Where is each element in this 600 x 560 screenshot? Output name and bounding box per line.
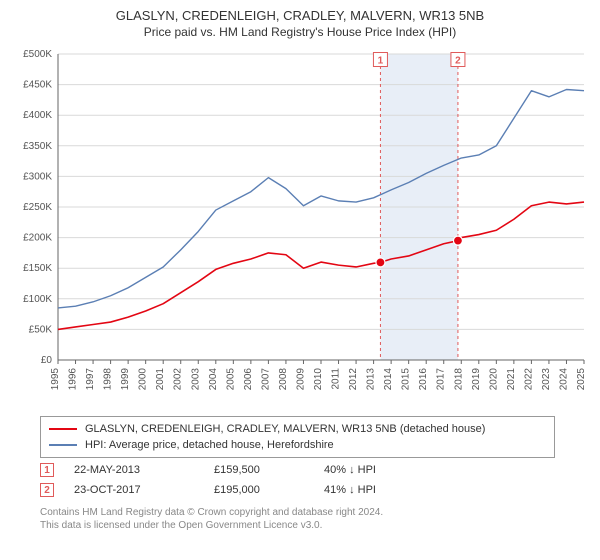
svg-text:1: 1	[378, 56, 384, 67]
footer-line-1: Contains HM Land Registry data © Crown c…	[40, 506, 560, 519]
svg-text:2011: 2011	[331, 368, 342, 390]
svg-text:£150K: £150K	[23, 263, 52, 274]
svg-text:£350K: £350K	[23, 141, 52, 152]
title-block: GLASLYN, CREDENLEIGH, CRADLEY, MALVERN, …	[0, 0, 600, 39]
legend: GLASLYN, CREDENLEIGH, CRADLEY, MALVERN, …	[40, 416, 555, 458]
svg-text:2012: 2012	[348, 368, 359, 391]
legend-label: HPI: Average price, detached house, Here…	[85, 439, 334, 451]
svg-text:1997: 1997	[85, 368, 96, 391]
svg-text:2018: 2018	[453, 368, 464, 391]
legend-label: GLASLYN, CREDENLEIGH, CRADLEY, MALVERN, …	[85, 423, 485, 435]
transaction-delta: 40% ↓ HPI	[324, 464, 444, 476]
legend-item-hpi: HPI: Average price, detached house, Here…	[49, 437, 546, 453]
svg-text:2015: 2015	[401, 368, 412, 391]
transaction-row: 1 22-MAY-2013 £159,500 40% ↓ HPI	[40, 460, 555, 480]
svg-text:£500K: £500K	[23, 49, 52, 60]
svg-text:£450K: £450K	[23, 80, 52, 91]
chart-svg: £0 £50K £100K £150K £200K £250K £300K £350K £400…	[0, 48, 600, 408]
svg-text:2006: 2006	[243, 368, 254, 391]
transaction-price: £195,000	[214, 484, 324, 496]
svg-text:2020: 2020	[488, 368, 499, 391]
svg-text:2: 2	[455, 56, 461, 67]
svg-text:£200K: £200K	[23, 233, 52, 244]
legend-swatch	[49, 444, 77, 446]
svg-text:2002: 2002	[173, 368, 184, 391]
transaction-date: 23-OCT-2017	[74, 484, 214, 496]
svg-text:2019: 2019	[471, 368, 482, 391]
svg-text:2008: 2008	[278, 368, 289, 391]
svg-text:£300K: £300K	[23, 171, 52, 182]
svg-text:1996: 1996	[68, 368, 79, 391]
svg-text:1995: 1995	[50, 368, 61, 391]
transaction-delta: 41% ↓ HPI	[324, 484, 444, 496]
svg-text:2009: 2009	[295, 368, 306, 391]
transaction-badge: 1	[40, 463, 54, 477]
svg-text:2016: 2016	[418, 368, 429, 391]
svg-text:2010: 2010	[313, 368, 324, 391]
transaction-row: 2 23-OCT-2017 £195,000 41% ↓ HPI	[40, 480, 555, 500]
svg-text:2000: 2000	[138, 368, 149, 391]
page-subtitle: Price paid vs. HM Land Registry's House …	[0, 25, 600, 39]
svg-text:£400K: £400K	[23, 110, 52, 121]
svg-text:£250K: £250K	[23, 202, 52, 213]
svg-text:1999: 1999	[120, 368, 131, 391]
svg-text:2017: 2017	[436, 368, 447, 391]
svg-text:2001: 2001	[155, 368, 166, 391]
svg-text:2003: 2003	[190, 368, 201, 391]
price-chart: £0 £50K £100K £150K £200K £250K £300K £350K £400…	[0, 48, 600, 408]
footer-line-2: This data is licensed under the Open Gov…	[40, 519, 560, 532]
transactions-table: 1 22-MAY-2013 £159,500 40% ↓ HPI 2 23-OC…	[40, 460, 555, 500]
svg-text:2025: 2025	[576, 368, 587, 391]
svg-text:2005: 2005	[225, 368, 236, 391]
legend-item-property: GLASLYN, CREDENLEIGH, CRADLEY, MALVERN, …	[49, 421, 546, 437]
svg-text:2021: 2021	[506, 368, 517, 391]
svg-text:2022: 2022	[523, 368, 534, 391]
page-title: GLASLYN, CREDENLEIGH, CRADLEY, MALVERN, …	[0, 8, 600, 23]
svg-text:2013: 2013	[366, 368, 377, 391]
svg-text:2023: 2023	[541, 368, 552, 391]
svg-text:2004: 2004	[208, 368, 219, 391]
svg-text:2007: 2007	[260, 368, 271, 391]
footer: Contains HM Land Registry data © Crown c…	[40, 506, 560, 532]
svg-text:£0: £0	[41, 355, 53, 366]
svg-text:2024: 2024	[558, 368, 569, 391]
transaction-badge: 2	[40, 483, 54, 497]
svg-text:1998: 1998	[103, 368, 114, 391]
svg-text:2014: 2014	[383, 368, 394, 391]
svg-text:£50K: £50K	[29, 324, 53, 335]
transaction-price: £159,500	[214, 464, 324, 476]
svg-text:£100K: £100K	[23, 294, 52, 305]
legend-swatch	[49, 428, 77, 430]
transaction-date: 22-MAY-2013	[74, 464, 214, 476]
